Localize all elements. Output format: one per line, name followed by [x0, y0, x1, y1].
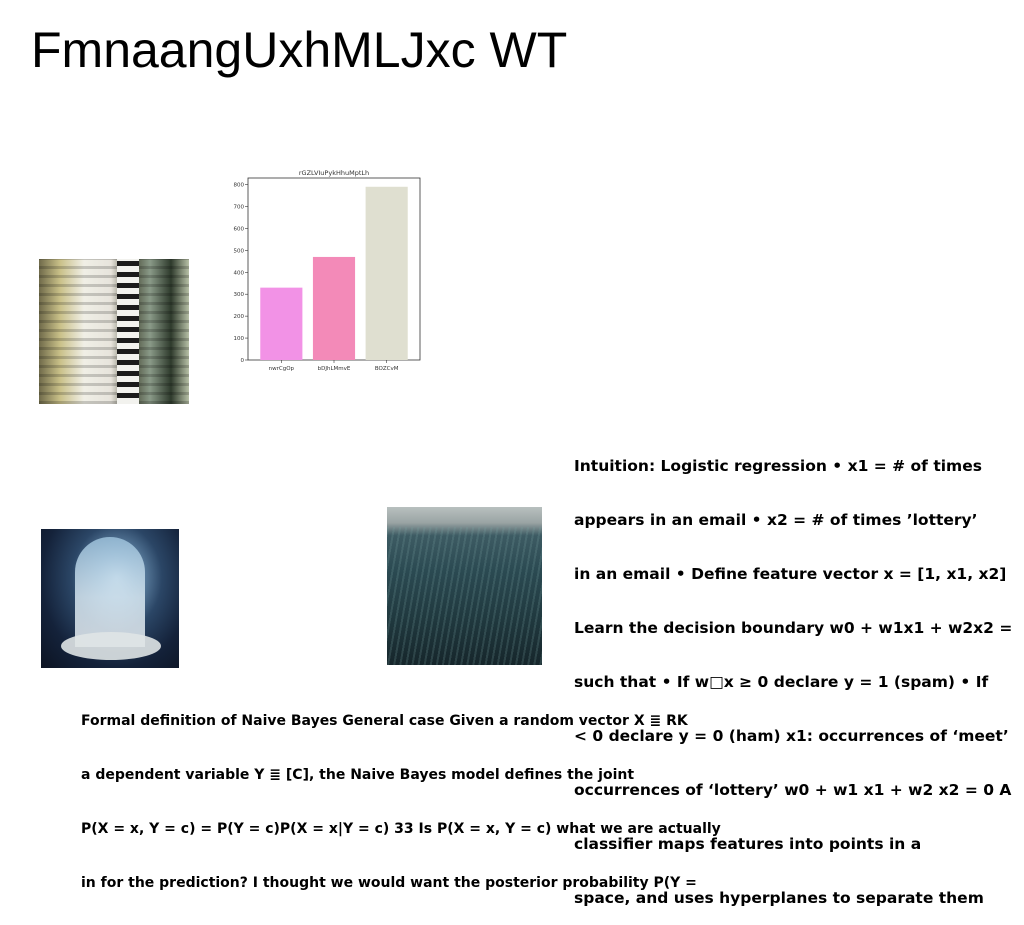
text-line: P(X = x, Y = c) = P(Y = c)P(X = x|Y = c)…: [81, 821, 721, 837]
building-coil-column: [117, 259, 139, 404]
chart-x-axis: nwrCgOp bDJhLMmvE BOZCvM: [269, 360, 399, 372]
formal-definition-text-block: Formal definition of Naive Bayes General…: [81, 676, 741, 910]
x-tick-label: BOZCvM: [375, 366, 399, 372]
y-tick-label: 300: [234, 292, 245, 298]
x-tick-label: nwrCgOp: [269, 366, 295, 372]
y-tick-label: 700: [234, 205, 245, 211]
bar-bDJhLMmvE: [312, 256, 356, 360]
bar-nwrCgOp: [260, 287, 303, 360]
text-line: a dependent variable Y ≣ [C], the Naive …: [81, 767, 635, 783]
y-tick-label: 500: [234, 248, 245, 254]
page-title: FmnaangUxhMLJxc WT: [31, 22, 568, 78]
chart-title: rGZLVIuPykHhuMptLh: [299, 169, 369, 177]
y-tick-label: 600: [234, 226, 245, 232]
archway-floor: [61, 632, 161, 660]
text-line: < 0 declare y = 0 (ham) x1: occurrences …: [574, 727, 1009, 745]
text-line: Learn the decision boundary w0 + w1x1 + …: [574, 619, 1013, 637]
text-line: such that • If w□x ≥ 0 declare y = 1 (sp…: [574, 673, 989, 691]
text-line: in an email • Define feature vector x = …: [574, 565, 1007, 583]
text-line: Formal definition of Naive Bayes General…: [81, 713, 688, 729]
text-line: appears in an email • x2 = # of times ’l…: [574, 511, 978, 529]
building-facade-texture: [39, 259, 189, 404]
grassland-texture: [387, 527, 542, 665]
text-line: Intuition: Logistic regression • x1 = # …: [574, 457, 982, 475]
grassland-photo: [387, 507, 542, 665]
y-tick-label: 100: [234, 336, 245, 342]
x-tick-label: bDJhLMmvE: [318, 366, 351, 372]
bar-BOZCvM: [365, 186, 408, 360]
chart-bars: [260, 186, 408, 360]
y-tick-label: 200: [234, 314, 245, 320]
y-tick-label: 0: [241, 358, 245, 364]
text-line: in for the prediction? I thought we woul…: [81, 875, 697, 891]
bar-chart: rGZLVIuPykHhuMptLh 0 100 200 300 400 500 600 70…: [234, 169, 421, 372]
y-tick-label: 400: [234, 270, 245, 276]
archway-photo: [41, 529, 179, 668]
chart-y-axis: 0 100 200 300 400 500 600 700 800: [234, 183, 248, 364]
y-tick-label: 800: [234, 183, 245, 189]
building-photo: [39, 259, 189, 404]
archway-light: [75, 537, 145, 647]
